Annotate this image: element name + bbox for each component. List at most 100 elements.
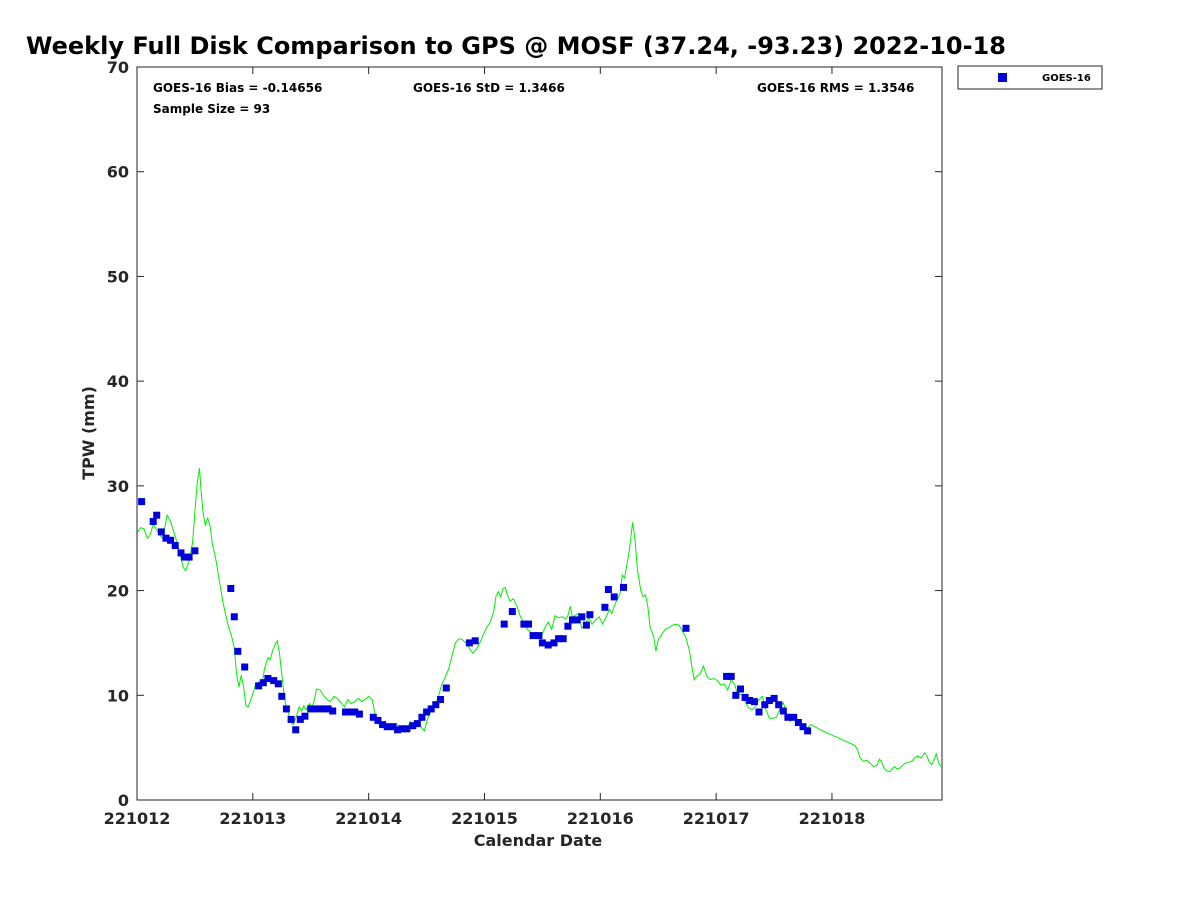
- goes-16-point: [398, 725, 406, 733]
- goes-16-point: [520, 620, 528, 628]
- goes-16-point: [157, 528, 165, 536]
- sample-size-stat: Sample Size = 93: [153, 102, 270, 116]
- goes-16-point: [423, 708, 431, 716]
- goes-16-point: [550, 639, 558, 647]
- goes-16-point: [383, 723, 391, 731]
- goes-16-point: [138, 498, 146, 506]
- rms-stat: GOES-16 RMS = 1.3546: [757, 81, 914, 95]
- goes-16-point: [403, 725, 411, 733]
- goes-16-point: [274, 680, 282, 688]
- goes-16-point: [162, 534, 170, 542]
- goes-16-point: [171, 542, 179, 549]
- y-axis-ticks: 0 10 20 30 40 50 60 70: [107, 58, 942, 810]
- goes-16-point: [508, 608, 516, 615]
- goes-16-point: [301, 712, 309, 720]
- goes-16-point: [755, 708, 763, 716]
- goes-16-point: [185, 553, 193, 561]
- goes-16-point: [746, 697, 754, 704]
- x-tick-label: 221016: [567, 809, 634, 828]
- goes-16-point: [741, 693, 749, 701]
- goes-16-point: [794, 719, 802, 726]
- goes-16-point: [784, 713, 792, 721]
- y-tick-label: 0: [118, 791, 129, 810]
- y-tick-label: 60: [107, 163, 129, 182]
- goes-16-point: [737, 685, 744, 693]
- goes-16-point: [355, 710, 363, 718]
- goes-16-point: [234, 647, 242, 655]
- goes-16-point: [564, 622, 572, 630]
- goes-16-point: [727, 672, 735, 680]
- goes-16-point: [682, 624, 690, 632]
- goes-16-point: [255, 682, 263, 690]
- bias-stat: GOES-16 Bias = -0.14656: [153, 81, 322, 95]
- x-tick-label: 221015: [451, 809, 518, 828]
- goes-16-point: [409, 722, 417, 730]
- goes-16-point: [389, 723, 397, 731]
- goes-16-point: [427, 705, 435, 713]
- goes-16-point: [573, 616, 581, 624]
- goes-16-point: [525, 620, 532, 628]
- legend: GOES-16: [957, 65, 1103, 90]
- goes-16-point: [418, 713, 426, 721]
- goes-16-point: [167, 536, 175, 544]
- goes-16-point: [804, 727, 812, 735]
- goes-16-point: [259, 679, 267, 687]
- goes-16-point: [437, 696, 444, 703]
- goes-16-point: [471, 637, 479, 645]
- chart-title: Weekly Full Disk Comparison to GPS @ MOS…: [26, 32, 1006, 60]
- std-stat: GOES-16 StD = 1.3466: [413, 81, 565, 95]
- legend-box: [957, 65, 1103, 90]
- goes-16-point: [413, 720, 421, 728]
- goes-16-point: [329, 707, 337, 715]
- goes-16-point: [535, 632, 543, 640]
- y-axis-label: TPW (mm): [79, 386, 98, 480]
- goes-16-point: [241, 663, 249, 671]
- goes-16-point: [287, 715, 295, 723]
- goes-16-point: [282, 705, 290, 713]
- goes-16-point: [379, 721, 387, 729]
- goes-16-point: [394, 726, 402, 734]
- goes-16-point: [191, 547, 199, 555]
- x-tick-label: 221013: [219, 809, 286, 828]
- y-tick-label: 20: [107, 582, 129, 601]
- goes-16-point: [761, 701, 769, 709]
- goes-16-point: [227, 585, 235, 592]
- goes-16-point: [775, 701, 783, 709]
- goes-16-point: [555, 635, 563, 643]
- x-tick-label: 221017: [683, 809, 750, 828]
- x-tick-label: 221014: [335, 809, 402, 828]
- plot-frame: [136, 66, 943, 801]
- goes-16-point: [292, 726, 300, 734]
- y-tick-label: 30: [107, 477, 129, 496]
- goes-16-point: [604, 586, 612, 593]
- goes-16-point: [569, 616, 576, 624]
- goes-16-point: [765, 697, 773, 704]
- goes-16-point: [307, 705, 315, 713]
- goes-16-point: [324, 705, 332, 713]
- goes-16-point: [264, 675, 272, 682]
- x-axis-label: Calendar Date: [474, 831, 603, 850]
- x-tick-label: 221018: [799, 809, 866, 828]
- goes-16-point: [559, 635, 567, 643]
- goes-16-point: [342, 708, 349, 716]
- goes-points-layer: [138, 498, 812, 735]
- goes-16-point: [177, 549, 185, 557]
- goes-16-point: [770, 694, 778, 702]
- goes-16-point: [582, 621, 590, 629]
- goes-16-point: [538, 639, 546, 647]
- goes-16-point: [374, 716, 382, 724]
- goes-16-point: [750, 698, 758, 706]
- y-tick-label: 70: [107, 58, 129, 77]
- goes-16-point: [230, 613, 238, 621]
- goes-16-point: [346, 708, 354, 716]
- goes-16-point: [799, 723, 807, 731]
- goes-16-point: [529, 632, 537, 640]
- goes-16-point: [790, 713, 798, 721]
- y-tick-label: 40: [107, 372, 129, 391]
- goes-16-point: [432, 701, 440, 709]
- goes-16-point: [620, 583, 627, 591]
- goes-16-point: [610, 593, 618, 601]
- goes-16-point: [270, 677, 278, 685]
- legend-marker-goes-16: [998, 73, 1007, 82]
